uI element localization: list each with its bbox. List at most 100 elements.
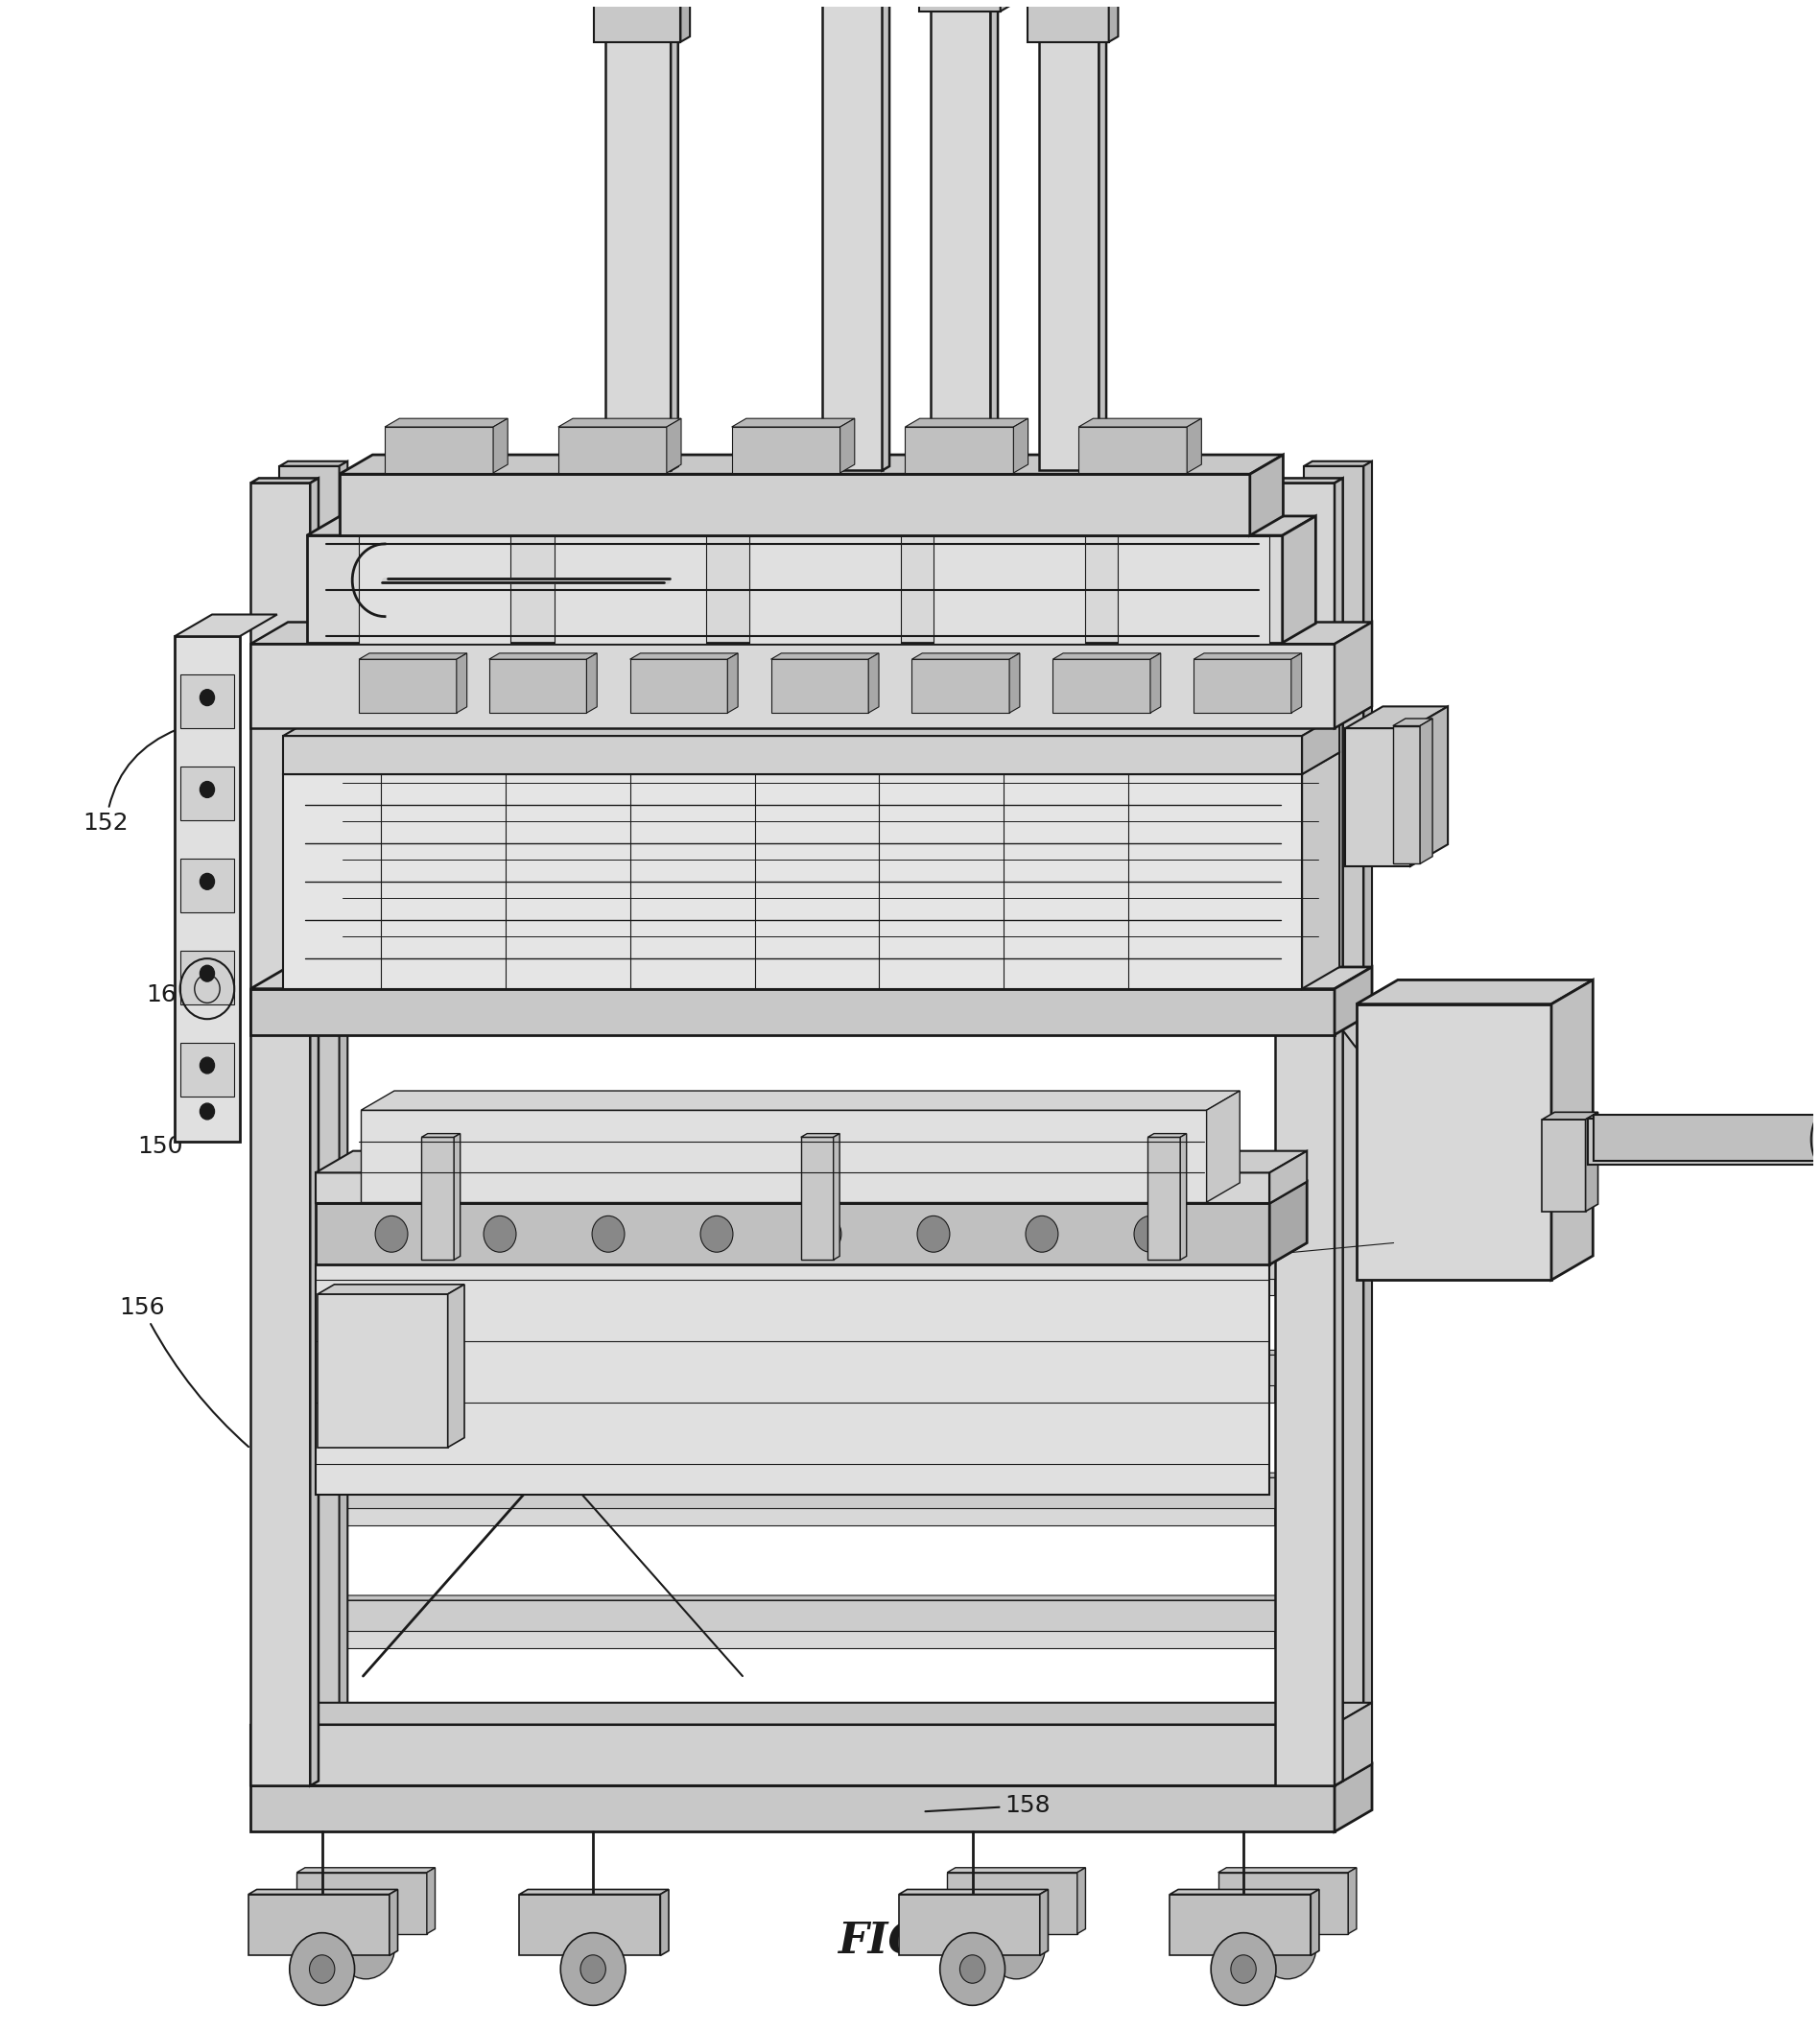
Polygon shape	[519, 1890, 668, 1894]
Polygon shape	[559, 426, 666, 473]
Polygon shape	[339, 1354, 1305, 1386]
Polygon shape	[823, 0, 883, 471]
Circle shape	[581, 1955, 606, 1983]
Polygon shape	[1270, 1181, 1307, 1265]
Polygon shape	[422, 1133, 460, 1137]
Polygon shape	[1079, 418, 1201, 426]
Polygon shape	[251, 1723, 1334, 1786]
Polygon shape	[1079, 426, 1187, 473]
Polygon shape	[180, 1043, 235, 1096]
Polygon shape	[1039, 41, 1099, 471]
Polygon shape	[384, 418, 508, 426]
Polygon shape	[1150, 654, 1161, 713]
Polygon shape	[630, 660, 728, 713]
Polygon shape	[309, 1490, 1283, 1494]
Polygon shape	[946, 1868, 1085, 1872]
Polygon shape	[899, 1890, 1048, 1894]
Circle shape	[200, 1058, 215, 1074]
Circle shape	[1134, 1216, 1167, 1253]
Polygon shape	[360, 1110, 1207, 1202]
Polygon shape	[681, 0, 690, 43]
Text: 158: 158	[925, 1795, 1050, 1817]
Polygon shape	[315, 1181, 1307, 1204]
Polygon shape	[249, 1894, 389, 1955]
Polygon shape	[1207, 1090, 1239, 1202]
Polygon shape	[308, 536, 1283, 644]
Polygon shape	[180, 859, 235, 911]
Polygon shape	[1345, 706, 1449, 729]
Polygon shape	[1148, 1137, 1181, 1261]
Polygon shape	[457, 654, 468, 713]
Polygon shape	[339, 1596, 1312, 1600]
Polygon shape	[905, 418, 1028, 426]
Polygon shape	[384, 426, 493, 473]
Circle shape	[200, 873, 215, 889]
Polygon shape	[1028, 0, 1117, 4]
Polygon shape	[1117, 536, 1270, 644]
Polygon shape	[339, 1350, 1312, 1354]
Polygon shape	[1052, 660, 1150, 713]
Polygon shape	[1276, 1490, 1283, 1525]
Polygon shape	[1194, 654, 1301, 660]
Polygon shape	[339, 1474, 1312, 1478]
Polygon shape	[1392, 719, 1432, 727]
Polygon shape	[1250, 455, 1283, 536]
Polygon shape	[1410, 706, 1449, 867]
Polygon shape	[1334, 1703, 1372, 1786]
Polygon shape	[519, 1894, 661, 1955]
Polygon shape	[1148, 1133, 1187, 1137]
Polygon shape	[428, 1868, 435, 1935]
Polygon shape	[1014, 418, 1028, 473]
Polygon shape	[1305, 1242, 1312, 1279]
Circle shape	[939, 1933, 1005, 2006]
Polygon shape	[1305, 461, 1372, 467]
Polygon shape	[666, 0, 673, 2]
Polygon shape	[315, 1242, 1307, 1265]
Polygon shape	[732, 426, 841, 473]
Polygon shape	[309, 1494, 1276, 1525]
Text: 152: 152	[84, 729, 178, 834]
Polygon shape	[175, 635, 240, 1143]
Polygon shape	[1551, 980, 1592, 1281]
Polygon shape	[1276, 1612, 1283, 1648]
Polygon shape	[251, 644, 1334, 729]
Polygon shape	[1276, 1261, 1283, 1295]
Polygon shape	[1305, 467, 1363, 1768]
Polygon shape	[1290, 654, 1301, 713]
Polygon shape	[389, 1890, 399, 1955]
Polygon shape	[1170, 1894, 1310, 1955]
Polygon shape	[309, 1618, 1276, 1648]
Polygon shape	[448, 1285, 464, 1447]
Polygon shape	[1276, 483, 1334, 1786]
Polygon shape	[1345, 729, 1411, 867]
Polygon shape	[180, 674, 235, 729]
Circle shape	[1258, 1914, 1316, 1979]
Circle shape	[917, 1216, 950, 1253]
Circle shape	[808, 1216, 841, 1253]
Polygon shape	[284, 753, 1340, 773]
Polygon shape	[912, 660, 1010, 713]
Polygon shape	[284, 737, 1301, 773]
Polygon shape	[1334, 1764, 1372, 1831]
Polygon shape	[180, 950, 235, 1005]
Polygon shape	[1363, 461, 1372, 1768]
Polygon shape	[284, 773, 1301, 989]
Polygon shape	[1276, 479, 1343, 483]
Polygon shape	[315, 1204, 1270, 1265]
Polygon shape	[339, 1600, 1305, 1630]
Polygon shape	[359, 536, 511, 644]
Polygon shape	[1356, 980, 1592, 1005]
Polygon shape	[309, 1261, 1283, 1265]
Polygon shape	[912, 654, 1019, 660]
Polygon shape	[1039, 37, 1107, 41]
Polygon shape	[919, 0, 1001, 12]
Polygon shape	[297, 1868, 435, 1872]
Polygon shape	[453, 1133, 460, 1261]
Polygon shape	[559, 418, 681, 426]
Polygon shape	[490, 654, 597, 660]
Polygon shape	[251, 989, 1334, 1035]
Circle shape	[1026, 1216, 1057, 1253]
Polygon shape	[1392, 727, 1420, 863]
Polygon shape	[1542, 1112, 1598, 1119]
Polygon shape	[666, 418, 681, 473]
